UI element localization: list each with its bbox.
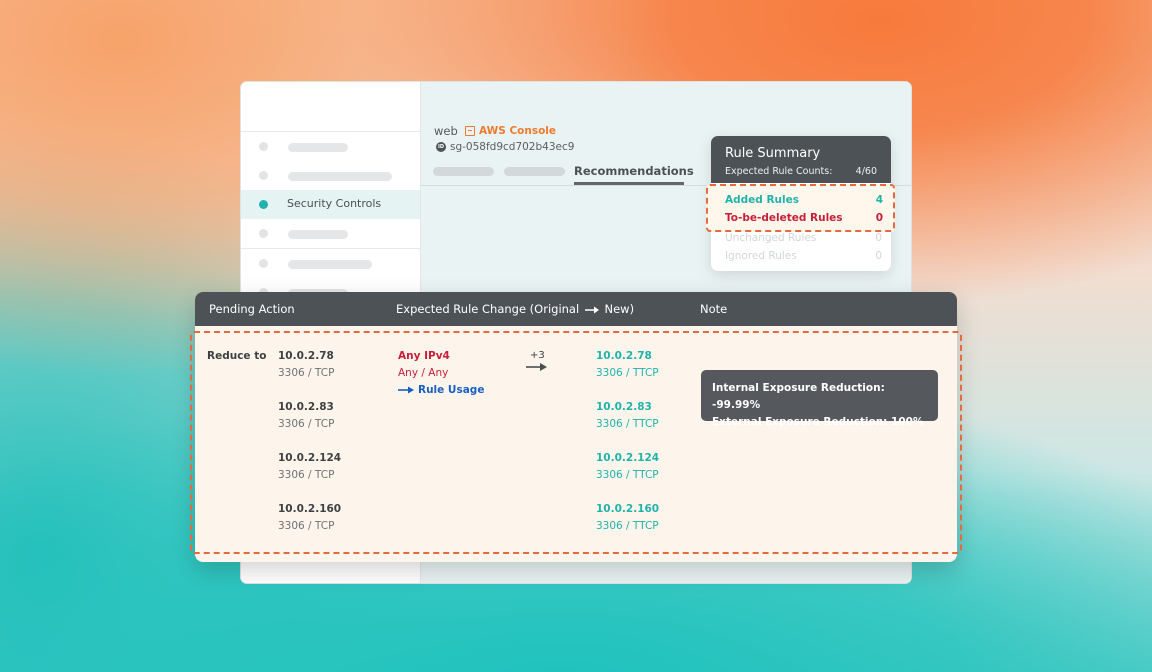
- original-port-2: 3306 / TCP: [278, 418, 335, 430]
- ignored-rules-row: Ignored Rules 0: [711, 247, 891, 265]
- original-ip-4: 10.0.2.160: [278, 503, 342, 515]
- header-pending-action: Pending Action: [209, 302, 295, 316]
- original-ip-1: 10.0.2.78: [278, 350, 334, 362]
- table-header: Pending Action Expected Rule Change (Ori…: [195, 292, 957, 326]
- new-port-2: 3306 / TTCP: [596, 418, 659, 430]
- nav-dot-icon: [259, 259, 268, 268]
- internal-exposure-reduction: Internal Exposure Reduction: -99.99%: [712, 382, 885, 411]
- action-reduce-to: Reduce to: [207, 350, 267, 362]
- change-arrow-icon: [526, 363, 547, 371]
- unchanged-rules-label: Unchanged Rules: [725, 232, 817, 244]
- aws-console-label: AWS Console: [479, 125, 557, 137]
- unchanged-rules-value: 0: [875, 232, 882, 244]
- tab-recommendations[interactable]: Recommendations: [574, 164, 694, 178]
- new-port-1: 3306 / TTCP: [596, 367, 659, 379]
- nav-dot-icon: [259, 142, 268, 151]
- expected-counts-value: 4/60: [855, 166, 877, 177]
- security-group-id: ID sg-058fd9cd702b43ec9: [436, 141, 574, 153]
- ignored-rules-label: Ignored Rules: [725, 250, 797, 262]
- sidebar-item-security-controls[interactable]: Security Controls: [241, 190, 420, 219]
- nav-dot-icon: [259, 200, 268, 209]
- original-source: Any IPv4: [398, 350, 450, 362]
- header-expected-change-text: Expected Rule Change (Original: [396, 302, 580, 316]
- arrow-right-icon: [398, 386, 414, 394]
- rule-summary-title: Rule Summary: [725, 146, 821, 161]
- rule-delta: +3: [530, 350, 545, 361]
- new-port-3: 3306 / TTCP: [596, 469, 659, 481]
- sidebar-item-5[interactable]: [241, 249, 420, 278]
- original-port-3: 3306 / TCP: [278, 469, 335, 481]
- original-port-1: 3306 / TCP: [278, 367, 335, 379]
- resource-name: web: [434, 124, 458, 138]
- added-rules-value: 4: [875, 194, 883, 206]
- sidebar-item-placeholder: [288, 172, 392, 181]
- sidebar-item-2[interactable]: [241, 161, 420, 190]
- sidebar-divider: [241, 248, 420, 249]
- original-ip-2: 10.0.2.83: [278, 401, 334, 413]
- sidebar-item-placeholder: [288, 260, 372, 269]
- deleted-rules-value: 0: [875, 212, 883, 224]
- tab-placeholder-1[interactable]: [433, 167, 494, 176]
- original-ip-3: 10.0.2.124: [278, 452, 342, 464]
- deleted-rules-row: To-be-deleted Rules 0: [708, 209, 893, 227]
- new-ip-1: 10.0.2.78: [596, 350, 652, 362]
- aws-console-link[interactable]: AWS Console: [465, 125, 556, 137]
- sidebar-item-placeholder: [288, 143, 348, 152]
- sidebar-item-placeholder: [288, 230, 348, 239]
- external-exposure-reduction: External Exposure Reduction: 100%: [712, 416, 924, 428]
- header-note: Note: [700, 302, 728, 316]
- rule-usage-link[interactable]: Rule Usage: [398, 384, 484, 396]
- added-rules-row: Added Rules 4: [708, 191, 893, 209]
- sidebar-item-1[interactable]: [241, 132, 420, 161]
- pending-action-table: Pending Action Expected Rule Change (Ori…: [195, 292, 957, 562]
- header-expected-change-suffix: New): [604, 302, 635, 316]
- header-expected-change: Expected Rule Change (Original New): [396, 302, 634, 316]
- ignored-rules-value: 0: [875, 250, 882, 262]
- exposure-reduction-note: Internal Exposure Reduction: -99.99% Ext…: [701, 370, 938, 428]
- rule-usage-label: Rule Usage: [418, 384, 485, 396]
- tab-placeholder-2[interactable]: [504, 167, 565, 176]
- deleted-rules-label: To-be-deleted Rules: [725, 212, 843, 224]
- nav-dot-icon: [259, 229, 268, 238]
- sidebar-header: [241, 82, 420, 132]
- original-port-range: Any / Any: [398, 367, 449, 379]
- expected-rule-counts: Expected Rule Counts: 4/60: [725, 166, 877, 177]
- new-ip-2: 10.0.2.83: [596, 401, 652, 413]
- added-rules-label: Added Rules: [725, 194, 799, 206]
- new-ip-3: 10.0.2.124: [596, 452, 660, 464]
- active-tab-indicator: [574, 182, 684, 185]
- new-ip-4: 10.0.2.160: [596, 503, 660, 515]
- sg-id-value: sg-058fd9cd702b43ec9: [450, 141, 575, 153]
- new-port-4: 3306 / TTCP: [596, 520, 659, 532]
- sidebar-item-4[interactable]: [241, 219, 420, 248]
- unchanged-rules-row: Unchanged Rules 0: [711, 229, 891, 247]
- table-highlight: [190, 331, 962, 554]
- sidebar-item-label: Security Controls: [287, 197, 382, 210]
- tabs-divider: [421, 185, 911, 186]
- external-link-icon: [465, 126, 475, 136]
- arrow-right-icon: [584, 306, 599, 313]
- original-port-4: 3306 / TCP: [278, 520, 335, 532]
- expected-counts-label: Expected Rule Counts:: [725, 166, 833, 177]
- nav-dot-icon: [259, 171, 268, 180]
- id-icon: ID: [436, 142, 446, 152]
- rule-summary-highlight: Added Rules 4 To-be-deleted Rules 0: [706, 184, 895, 232]
- rule-summary-header: Rule Summary Expected Rule Counts: 4/60: [711, 136, 891, 183]
